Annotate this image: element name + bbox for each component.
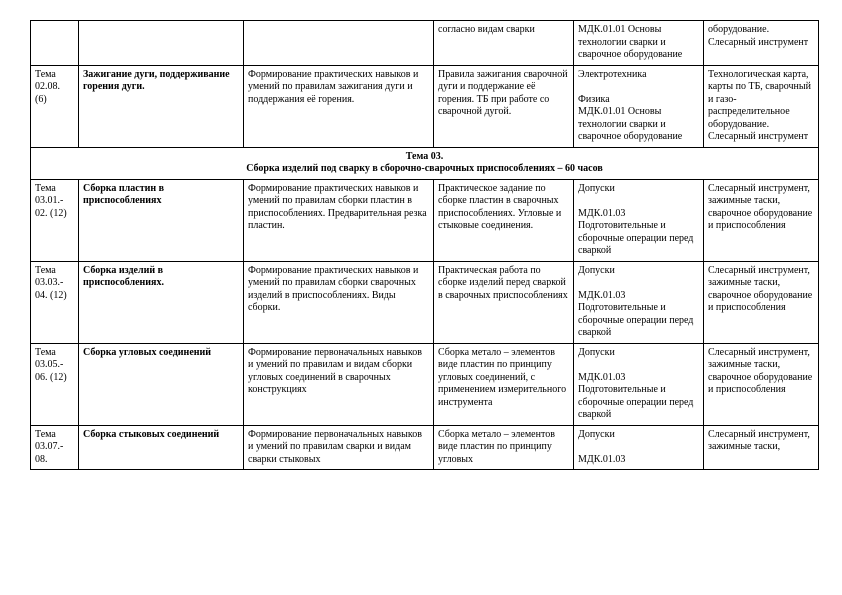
section-header-cell: Тема 03. Сборка изделий под сварку в сбо…: [31, 147, 819, 179]
curriculum-table: согласно видам сварки МДК.01.01 Основы т…: [30, 20, 819, 470]
cell-formation: Формирование первоначальных навыков и ум…: [244, 425, 434, 470]
cell-topic: Сборка угловых соединений: [79, 343, 244, 425]
cell-equipment: Слесарный инструмент, зажимные таски, св…: [704, 179, 819, 261]
cell-content: Сборка метало – элементов виде пластин п…: [434, 425, 574, 470]
cell-theme: Тема 02.08. (6): [31, 65, 79, 147]
cell-equipment: Слесарный инструмент, зажимные таски,: [704, 425, 819, 470]
cell-topic: Зажигание дуги, поддерживание горения ду…: [79, 65, 244, 147]
section-title-2: Сборка изделий под сварку в сборочно-сва…: [246, 163, 603, 174]
cell-theme: Тема 03.01.- 02. (12): [31, 179, 79, 261]
cell-equipment: оборудование. Слесарный инструмент: [704, 21, 819, 66]
cell-equipment: Технологическая карта, карты по ТБ, свар…: [704, 65, 819, 147]
cell-discipline: Допуски МДК.01.03: [574, 425, 704, 470]
cell-topic: [79, 21, 244, 66]
cell-content: Сборка метало – элементов виде пластин п…: [434, 343, 574, 425]
cell-equipment: Слесарный инструмент, зажимные таски, св…: [704, 343, 819, 425]
cell-content: Практическое задание по сборке пластин в…: [434, 179, 574, 261]
cell-discipline: Допуски МДК.01.03 Подготовительные и сбо…: [574, 343, 704, 425]
cell-formation: Формирование практических навыков и умен…: [244, 261, 434, 343]
cell-discipline: Допуски МДК.01.03 Подготовительные и сбо…: [574, 179, 704, 261]
cell-topic: Сборка пластин в приспособлениях: [79, 179, 244, 261]
cell-theme: Тема 03.03.- 04. (12): [31, 261, 79, 343]
cell-formation: Формирование практических навыков и умен…: [244, 65, 434, 147]
cell-theme: Тема 03.05.- 06. (12): [31, 343, 79, 425]
cell-discipline: Допуски МДК.01.03 Подготовительные и сбо…: [574, 261, 704, 343]
section-title-1: Тема 03.: [406, 151, 443, 162]
table-row: Тема 02.08. (6) Зажигание дуги, поддержи…: [31, 65, 819, 147]
cell-formation: Формирование первоначальных навыков и ум…: [244, 343, 434, 425]
cell-content: Правила зажигания сварочной дуги и подде…: [434, 65, 574, 147]
cell-discipline: МДК.01.01 Основы технологии сварки и сва…: [574, 21, 704, 66]
table-row: Тема 03.03.- 04. (12) Сборка изделий в п…: [31, 261, 819, 343]
table-row: Тема 03.01.- 02. (12) Сборка пластин в п…: [31, 179, 819, 261]
cell-theme: Тема 03.07.- 08.: [31, 425, 79, 470]
cell-discipline: Электротехника Физика МДК.01.01 Основы т…: [574, 65, 704, 147]
cell-equipment: Слесарный инструмент, зажимные таски, св…: [704, 261, 819, 343]
cell-theme: [31, 21, 79, 66]
section-header-row: Тема 03. Сборка изделий под сварку в сбо…: [31, 147, 819, 179]
cell-formation: Формирование практических навыков и умен…: [244, 179, 434, 261]
table-row: Тема 03.05.- 06. (12) Сборка угловых сое…: [31, 343, 819, 425]
table-row: Тема 03.07.- 08. Сборка стыковых соедине…: [31, 425, 819, 470]
table-row: согласно видам сварки МДК.01.01 Основы т…: [31, 21, 819, 66]
cell-topic: Сборка стыковых соединений: [79, 425, 244, 470]
cell-content: согласно видам сварки: [434, 21, 574, 66]
cell-topic: Сборка изделий в приспособлениях.: [79, 261, 244, 343]
cell-content: Практическая работа по сборке изделий пе…: [434, 261, 574, 343]
cell-formation: [244, 21, 434, 66]
